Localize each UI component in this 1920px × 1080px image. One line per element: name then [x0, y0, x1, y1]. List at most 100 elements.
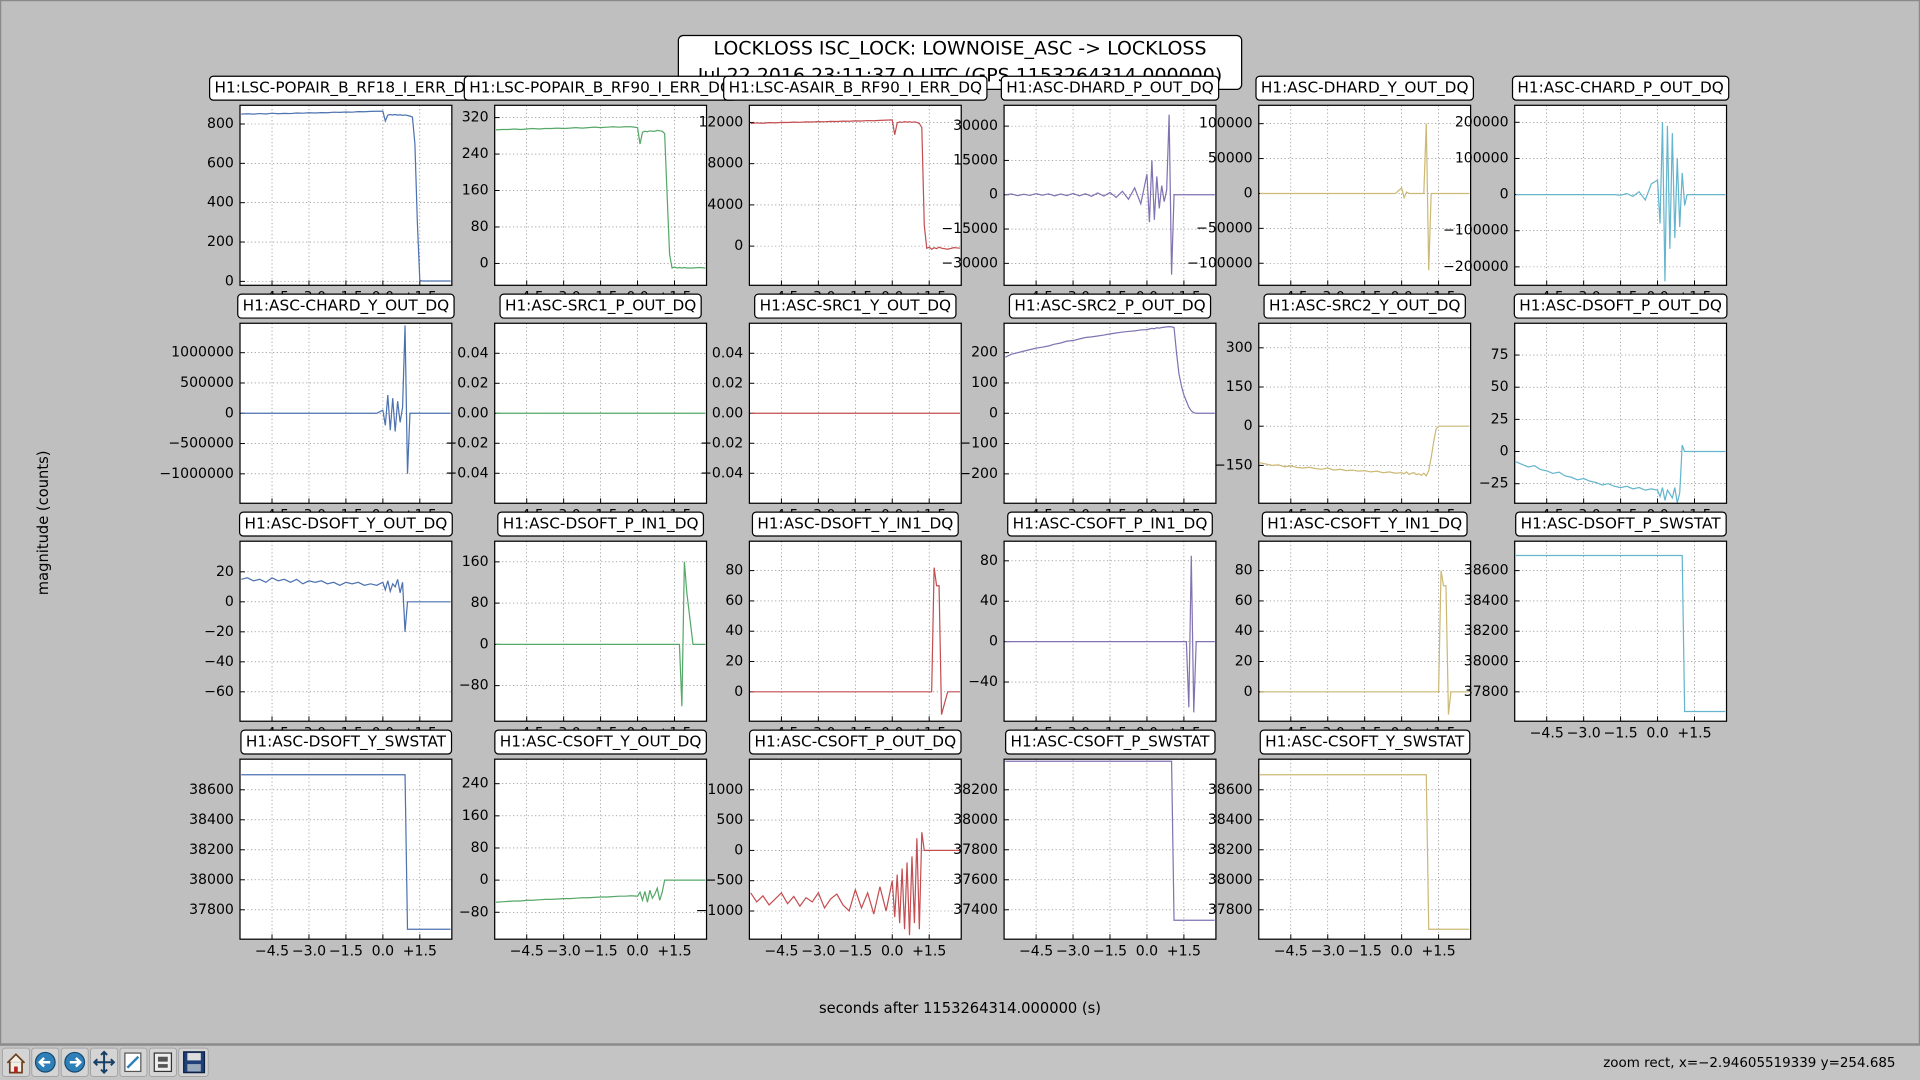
plot-frame [1258, 758, 1472, 940]
subplot-title: H1:ASC-CSOFT_Y_SWSTAT [1265, 733, 1465, 752]
y-tick-label: 15000 [953, 152, 998, 168]
subplot-title: H1:LSC-POPAIR_B_RF18_I_ERR_DQ [215, 79, 478, 98]
forward-button[interactable] [60, 1047, 89, 1077]
y-tick-label: 100 [971, 375, 998, 391]
data-line [1515, 122, 1726, 282]
y-tick-label: 0 [480, 872, 489, 888]
y-tick-label: −80 [459, 904, 489, 920]
subplot-title: H1:ASC-DSOFT_Y_IN1_DQ [757, 515, 953, 534]
y-tick-label: −50000 [1196, 220, 1253, 236]
data-line [241, 774, 451, 930]
y-tick-label: 38600 [189, 782, 234, 798]
y-tick-label: 12000 [698, 114, 743, 130]
x-tick-label: +1.5 [912, 943, 946, 959]
plot-frame [1514, 322, 1728, 504]
subplot-title: H1:ASC-DSOFT_Y_SWSTAT [246, 733, 447, 752]
title-box [1008, 293, 1212, 319]
y-tick-label: −60 [204, 684, 234, 700]
y-tick-label: 0.02 [457, 375, 488, 391]
subplot-title: H1:ASC-CHARD_P_OUT_DQ [1517, 79, 1723, 98]
x-tick-label: +1.5 [1421, 943, 1455, 959]
subplot: −4.5−3.0−1.50.0+1.5−1000000−500000050000… [159, 293, 455, 524]
title-box [240, 729, 453, 755]
subplot: −4.5−3.0−1.50.0+1.5−80080160H1:ASC-DSOFT… [459, 511, 708, 741]
x-tick-label: −4.5 [764, 943, 798, 959]
y-tick-label: 0 [734, 684, 743, 700]
x-tick-label: −4.5 [1019, 943, 1053, 959]
home-button[interactable] [2, 1047, 30, 1077]
plot-frame [239, 104, 453, 286]
y-tick-label: 200 [207, 234, 234, 250]
y-tick-label: 0.04 [457, 345, 488, 361]
y-tick-label: 100000 [1199, 116, 1253, 132]
x-tick-label: +1.5 [403, 943, 437, 959]
plot-frame [1258, 540, 1472, 722]
subplot-title: H1:ASC-SRC2_Y_OUT_DQ [1269, 297, 1460, 316]
subplot-title: H1:ASC-CSOFT_Y_IN1_DQ [1267, 515, 1462, 534]
data-line [241, 110, 451, 282]
plot-area [1004, 541, 1216, 722]
y-tick-label: 0 [1244, 185, 1253, 201]
x-tick-label: −3.0 [1311, 943, 1345, 959]
subplot-title: H1:ASC-SRC2_P_OUT_DQ [1014, 297, 1205, 316]
y-axis-label: magnitude (counts) [35, 451, 52, 596]
y-tick-label: 80 [980, 553, 998, 569]
plot-frame [494, 540, 708, 722]
back-button[interactable] [31, 1047, 60, 1077]
y-tick-label: 0 [734, 842, 743, 858]
y-tick-label: 38200 [1464, 623, 1509, 639]
y-tick-label: 38200 [953, 782, 998, 798]
y-tick-label: 20 [725, 654, 743, 670]
y-tick-label: 0.04 [712, 345, 743, 361]
y-tick-label: 60 [725, 593, 743, 609]
subplot-title: H1:ASC-CHARD_Y_OUT_DQ [243, 297, 450, 316]
pan-button[interactable] [90, 1047, 118, 1077]
x-tick-label: 0.0 [372, 943, 394, 959]
title-box [1261, 511, 1468, 537]
y-tick-label: 240 [462, 146, 489, 162]
y-tick-label: −100000 [1187, 255, 1253, 271]
y-tick-label: 60 [1235, 593, 1253, 609]
subplot-title: H1:ASC-CSOFT_P_OUT_DQ [754, 733, 956, 752]
subplot-title: H1:ASC-DSOFT_P_SWSTAT [1521, 515, 1722, 534]
data-line [1260, 123, 1470, 271]
subplot: −4.5−3.0−1.50.0+1.5−100000−5000005000010… [1187, 75, 1475, 306]
title-box [1259, 729, 1471, 755]
y-tick-label: 0 [1244, 684, 1253, 700]
y-tick-label: 0 [989, 634, 998, 650]
title-box [499, 293, 702, 319]
configure-subplots-button[interactable] [149, 1047, 177, 1077]
title-box [1000, 75, 1220, 101]
subplot-title: H1:ASC-CSOFT_P_IN1_DQ [1013, 515, 1208, 534]
plot-area [1258, 759, 1471, 940]
y-tick-label: 40 [1235, 623, 1253, 639]
y-tick-label: 38400 [189, 812, 234, 828]
x-tick-label: 0.0 [626, 943, 648, 959]
x-tick-label: +1.5 [1167, 943, 1201, 959]
y-tick-label: 40 [725, 623, 743, 639]
y-tick-label: 38400 [1208, 812, 1253, 828]
data-line [495, 126, 706, 269]
y-tick-label: 0 [1244, 418, 1253, 434]
y-tick-label: −0.04 [445, 465, 488, 481]
subplot: −4.5−3.0−1.50.0+1.5020406080H1:ASC-DSOFT… [725, 511, 962, 741]
y-tick-label: 80 [1235, 563, 1253, 579]
plot-frame [239, 758, 453, 940]
data-line [1260, 774, 1470, 930]
y-tick-label: 80 [471, 219, 489, 235]
subplot: −4.5 −3.0 −1.5 0.0 +1.5 37800 38000 38200 38400 3… [189, 729, 453, 959]
toolbar [0, 1044, 1920, 1080]
y-tick-label: −200000 [1443, 259, 1509, 275]
title-box [494, 729, 708, 755]
subplot: −4.5 −3.0 −1.5 0.0 +1.5 −80 0 80 160 240 H1:ASC-CS… [459, 729, 708, 959]
zoom-button[interactable] [119, 1047, 148, 1077]
figure-frame [0, 0, 1920, 1045]
y-tick-label: 38600 [1464, 563, 1509, 579]
plot-frame [748, 104, 962, 286]
subplot-title: H1:LSC-POPAIR_B_RF90_I_ERR_DQ [469, 79, 732, 98]
plot-area [240, 541, 452, 722]
subplot: −4.5 −3.0 −1.5 0.0 +1.5 37800 38000 38200 38400 3… [1464, 511, 1728, 741]
save-button[interactable] [178, 1047, 209, 1077]
title-box [723, 75, 988, 101]
y-tick-label: 30000 [953, 118, 998, 134]
